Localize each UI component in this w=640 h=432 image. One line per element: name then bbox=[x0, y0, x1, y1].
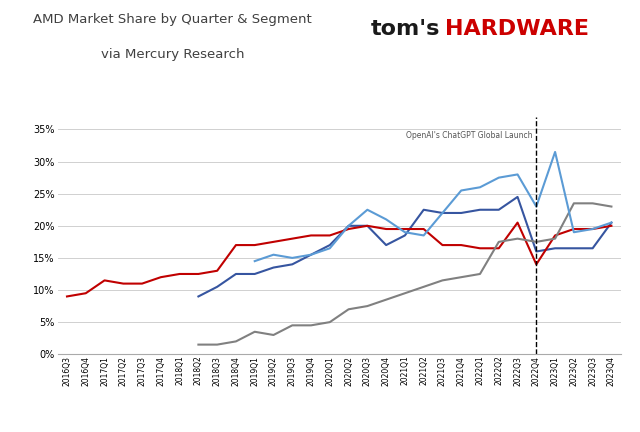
Text: HARDWARE: HARDWARE bbox=[445, 19, 589, 39]
Text: via Mercury Research: via Mercury Research bbox=[101, 48, 244, 60]
Text: tom's: tom's bbox=[371, 19, 440, 39]
Text: AMD Market Share by Quarter & Segment: AMD Market Share by Quarter & Segment bbox=[33, 13, 312, 26]
Text: OpenAI's ChatGPT Global Launch: OpenAI's ChatGPT Global Launch bbox=[406, 131, 532, 140]
